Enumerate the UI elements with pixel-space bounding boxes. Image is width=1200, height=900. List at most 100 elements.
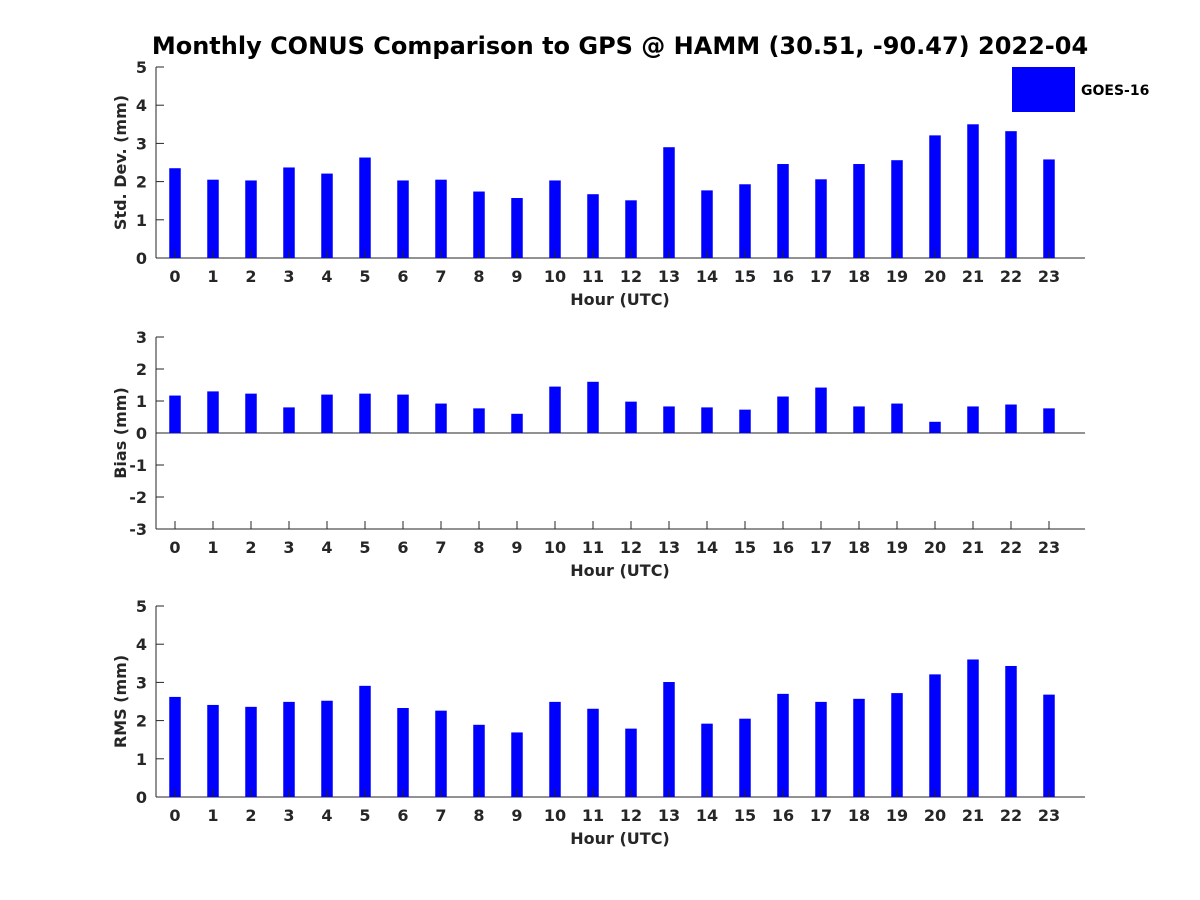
rms-bar: [587, 708, 599, 797]
rms-x-tick-label: 15: [734, 806, 756, 825]
std_dev-x-tick-label: 18: [848, 267, 870, 286]
bias-x-tick-label: 3: [283, 538, 294, 557]
rms-bar: [625, 728, 637, 797]
bias-y-axis-label: Bias (mm): [111, 387, 130, 479]
rms-x-tick-label: 23: [1038, 806, 1060, 825]
rms-x-tick-label: 17: [810, 806, 832, 825]
std_dev-bar: [1005, 131, 1017, 258]
rms-x-tick-label: 11: [582, 806, 604, 825]
bias-bar: [777, 396, 789, 433]
rms-x-tick-label: 14: [696, 806, 718, 825]
bias-x-tick-label: 16: [772, 538, 794, 557]
std_dev-x-tick-label: 5: [359, 267, 370, 286]
legend-swatch: [1012, 67, 1075, 112]
std_dev-bar: [587, 194, 599, 258]
std_dev-x-tick-label: 0: [169, 267, 180, 286]
rms-x-tick-label: 21: [962, 806, 984, 825]
std_dev-y-tick-label: 0: [136, 249, 147, 268]
std_dev-x-tick-label: 15: [734, 267, 756, 286]
std_dev-bar: [245, 180, 257, 258]
bias-y-tick-label: 3: [136, 328, 147, 347]
bias-x-tick-label: 0: [169, 538, 180, 557]
std_dev-x-tick-label: 7: [435, 267, 446, 286]
rms-bar: [473, 724, 485, 797]
std_dev-bar: [815, 179, 827, 258]
std_dev-x-tick-label: 17: [810, 267, 832, 286]
bias-x-tick-label: 10: [544, 538, 566, 557]
rms-x-tick-label: 9: [511, 806, 522, 825]
std_dev-x-tick-label: 4: [321, 267, 332, 286]
std_dev-x-axis-label: Hour (UTC): [570, 290, 670, 309]
rms-y-tick-label: 1: [136, 750, 147, 769]
rms-x-tick-label: 8: [473, 806, 484, 825]
std_dev-bar: [397, 180, 409, 258]
rms-x-tick-label: 7: [435, 806, 446, 825]
rms-x-tick-label: 0: [169, 806, 180, 825]
rms-y-axis-label: RMS (mm): [111, 655, 130, 748]
std_dev-x-tick-label: 19: [886, 267, 908, 286]
bias-bar: [549, 386, 561, 433]
rms-bar: [207, 704, 219, 797]
rms-bar: [701, 723, 713, 797]
bias-bar: [397, 394, 409, 433]
std_dev-bar: [1043, 159, 1055, 258]
bias-x-tick-label: 15: [734, 538, 756, 557]
rms-x-tick-label: 1: [207, 806, 218, 825]
bias-bar: [967, 406, 979, 433]
bias-x-tick-label: 8: [473, 538, 484, 557]
std_dev-y-tick-label: 5: [136, 58, 147, 77]
bias-bar: [435, 403, 447, 433]
bias-bar: [511, 413, 523, 433]
rms-bar: [359, 685, 371, 797]
rms-x-axis-label: Hour (UTC): [570, 829, 670, 848]
bias-x-tick-label: 5: [359, 538, 370, 557]
std_dev-x-tick-label: 8: [473, 267, 484, 286]
rms-bar: [511, 732, 523, 797]
bias-y-tick-label: -2: [129, 488, 147, 507]
bias-x-tick-label: 7: [435, 538, 446, 557]
rms-y-tick-label: 2: [136, 712, 147, 731]
bias-bar: [587, 381, 599, 433]
bias-x-tick-label: 4: [321, 538, 332, 557]
bias-y-tick-label: 0: [136, 424, 147, 443]
bias-x-tick-label: 19: [886, 538, 908, 557]
rms-y-tick-label: 4: [136, 635, 147, 654]
std_dev-y-axis-label: Std. Dev. (mm): [111, 95, 130, 230]
std_dev-x-tick-label: 16: [772, 267, 794, 286]
std_dev-x-tick-label: 20: [924, 267, 946, 286]
rms-x-tick-label: 16: [772, 806, 794, 825]
rms-bar: [1005, 665, 1017, 797]
rms-y-tick-label: 0: [136, 788, 147, 807]
rms-x-tick-label: 18: [848, 806, 870, 825]
bias-x-tick-label: 1: [207, 538, 218, 557]
std_dev-bar: [891, 160, 903, 258]
bias-x-axis-label: Hour (UTC): [570, 561, 670, 580]
rms-bar: [283, 701, 295, 797]
std_dev-bar: [853, 164, 865, 258]
rms-bar: [777, 693, 789, 797]
rms-bar: [169, 696, 181, 797]
bias-y-tick-label: -3: [129, 520, 147, 539]
bias-bar: [1005, 404, 1017, 433]
rms-x-tick-label: 20: [924, 806, 946, 825]
std_dev-bar: [169, 168, 181, 258]
bias-bar: [1043, 408, 1055, 433]
bias-x-tick-label: 6: [397, 538, 408, 557]
rms-x-tick-label: 19: [886, 806, 908, 825]
legend: GOES-16: [1012, 67, 1149, 112]
bias-bar: [283, 407, 295, 433]
bias-bar: [853, 406, 865, 433]
bias-bar: [169, 395, 181, 433]
rms-x-tick-label: 12: [620, 806, 642, 825]
bias-x-tick-label: 20: [924, 538, 946, 557]
std_dev-x-tick-label: 6: [397, 267, 408, 286]
rms-bar: [1043, 694, 1055, 797]
rms-bar: [663, 682, 675, 797]
std_dev-bar: [283, 167, 295, 258]
rms-bar: [853, 698, 865, 797]
figure-title: Monthly CONUS Comparison to GPS @ HAMM (…: [152, 32, 1088, 60]
std_dev-x-tick-label: 3: [283, 267, 294, 286]
